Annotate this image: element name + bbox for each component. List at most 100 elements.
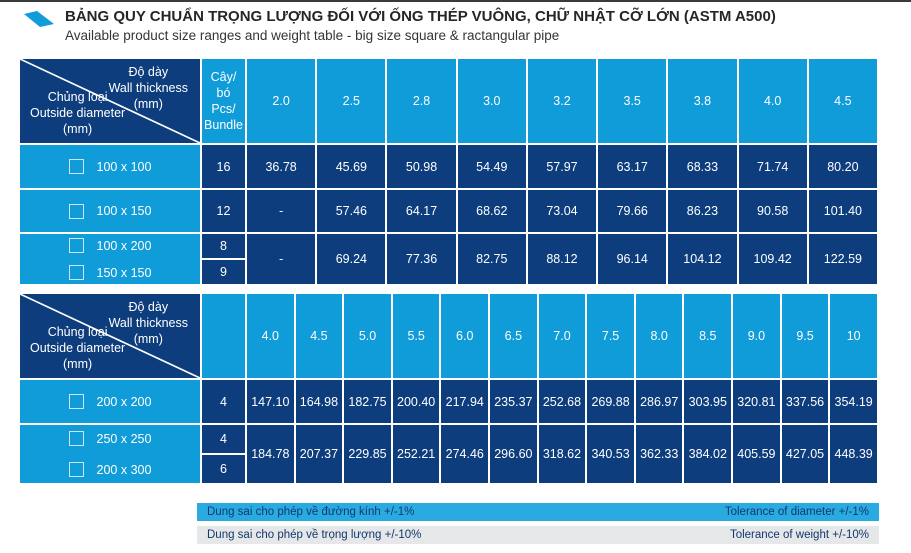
label-line: (mm) [133,332,163,346]
weight-cell: 200.40 [390,378,442,425]
label-line: Độ dày [128,300,169,314]
size-label: 100 x 200 [96,238,152,253]
thickness-header: 8.0 [633,292,685,380]
bundle-cell: 4 [200,423,247,455]
diagonal-divider [21,295,199,377]
note-en: Tolerance of weight +/-10% [729,529,869,541]
thickness-header: 2.0 [244,57,318,145]
size-checkbox[interactable] [68,238,84,253]
size-checkbox[interactable] [68,203,84,219]
weight-cell: 340.53 [585,423,636,485]
weight-cell: - [244,232,318,286]
thickness-header: 9.5 [779,292,831,380]
thickness-header: 5.5 [390,292,442,380]
label-line: Outside diameter [30,341,126,355]
size-label: 200 x 200 [96,394,152,409]
weight-cell: 90.58 [736,188,809,234]
weight-cell: 354.19 [828,378,879,425]
size-cell: 100 x 100 [18,143,202,190]
weight-cell: 64.17 [385,188,458,234]
weight-cell: 318.62 [536,423,588,485]
weight-cell: 69.24 [315,232,388,286]
weight-cell: 63.17 [596,143,669,190]
weight-cell: 73.04 [525,188,599,234]
size-cell-merged: 100 x 200 150 x 150 [18,232,202,286]
size-label: 250 x 250 [96,431,152,446]
weight-cell: 217.94 [439,378,491,425]
size-cell: 100 x 150 [18,188,202,234]
weight-cell: 303.95 [682,378,734,425]
weight-cell: 79.66 [596,188,669,234]
weight-cell: 405.59 [731,423,782,485]
label-line: Chủng loại [47,325,108,339]
weight-cell: 448.39 [828,423,879,485]
header-text: BẢNG QUY CHUẨN TRỌNG LƯỢNG ĐỐI VỚI ỐNG T… [65,7,776,45]
weight-cell: 164.98 [293,378,345,425]
wall-thickness-label: Độ dày Wall thickness (mm) [109,64,188,112]
weight-cell: 286.97 [633,378,685,425]
thickness-header: 3.8 [666,57,739,145]
page-title: BẢNG QUY CHUẨN TRỌNG LƯỢNG ĐỐI VỚI ỐNG T… [65,8,776,25]
thickness-header: 3.0 [455,57,528,145]
weight-table-large-thickness: Độ dày Wall thickness (mm) Chủng loại Ou… [18,292,879,485]
table-row: 100 x 200 150 x 150 8 - 69.24 77.36 82.7… [18,232,880,286]
diagonal-divider [21,60,199,142]
weight-cell: 269.88 [585,378,636,425]
label-line: Wall thickness [108,316,188,330]
thickness-header: 5.0 [342,292,393,380]
thickness-header: 4.0 [736,57,809,145]
label-line: Wall thickness [108,81,188,95]
label-line: (mm) [133,97,163,111]
table-row: 250 x 250 200 x 300 4 184.78 207.37 229.… [18,423,879,485]
size-cell: 200 x 200 [18,378,202,425]
bundle-header-line: Cây/ bó [210,70,237,100]
weight-cell: 362.33 [633,423,685,485]
bundle-cell: 12 [200,188,247,234]
thickness-header: 6.0 [439,292,491,380]
weight-cell: 68.62 [455,188,528,234]
weight-cell: 274.46 [439,423,491,485]
weight-cell: 50.98 [385,143,458,190]
wall-thickness-label: Độ dày Wall thickness (mm) [109,299,188,347]
page-subtitle: Available product size ranges and weight… [65,28,560,43]
size-checkbox[interactable] [68,394,84,409]
weight-cell: 235.37 [488,378,539,425]
tolerance-notes: Dung sai cho phép về đường kính +/-1% To… [197,503,879,544]
size-label: 100 x 100 [96,159,152,174]
weight-cell: 252.68 [536,378,588,425]
tolerance-diameter-note: Dung sai cho phép về đường kính +/-1% To… [197,503,879,521]
weight-cell: 101.40 [806,188,880,234]
weight-cell: 104.12 [666,232,739,286]
bundle-cell: 16 [200,143,247,190]
size-checkbox[interactable] [68,265,84,280]
thickness-header: 7.0 [536,292,588,380]
thickness-header: 4.5 [806,57,880,145]
weight-cell: - [244,188,318,234]
table-row: 6 [19,453,878,485]
thickness-header: 6.5 [488,292,539,380]
table-row: 100 x 150 12 - 57.46 64.17 68.62 73.04 7… [18,188,880,234]
weight-cell: 320.81 [731,378,782,425]
brand-swoosh-icon [24,11,54,27]
table-row: 9 [19,258,878,286]
weight-cell: 36.78 [244,143,318,190]
size-label: 200 x 300 [96,462,152,477]
weight-cell: 96.14 [596,232,669,286]
weight-cell: 252.21 [390,423,442,485]
bundle-cell: 9 [200,258,247,286]
size-checkbox[interactable] [68,431,84,446]
weight-cell: 337.56 [779,378,831,425]
bundle-cell: 6 [200,453,247,485]
bundle-header: Cây/ bó Pcs/ Bundle [200,57,247,145]
weight-cell: 296.60 [488,423,539,485]
size-checkbox[interactable] [68,159,84,174]
thickness-header: 4.0 [245,292,296,380]
size-checkbox[interactable] [68,462,84,477]
weight-cell: 427.05 [779,423,831,485]
bundle-header-empty [200,292,247,380]
weight-cell: 147.10 [245,378,296,425]
size-cell-merged: 250 x 250 200 x 300 [18,423,202,485]
thickness-header: 9.0 [731,292,782,380]
thickness-header: 8.5 [682,292,734,380]
label-line: Độ dày [128,65,169,79]
